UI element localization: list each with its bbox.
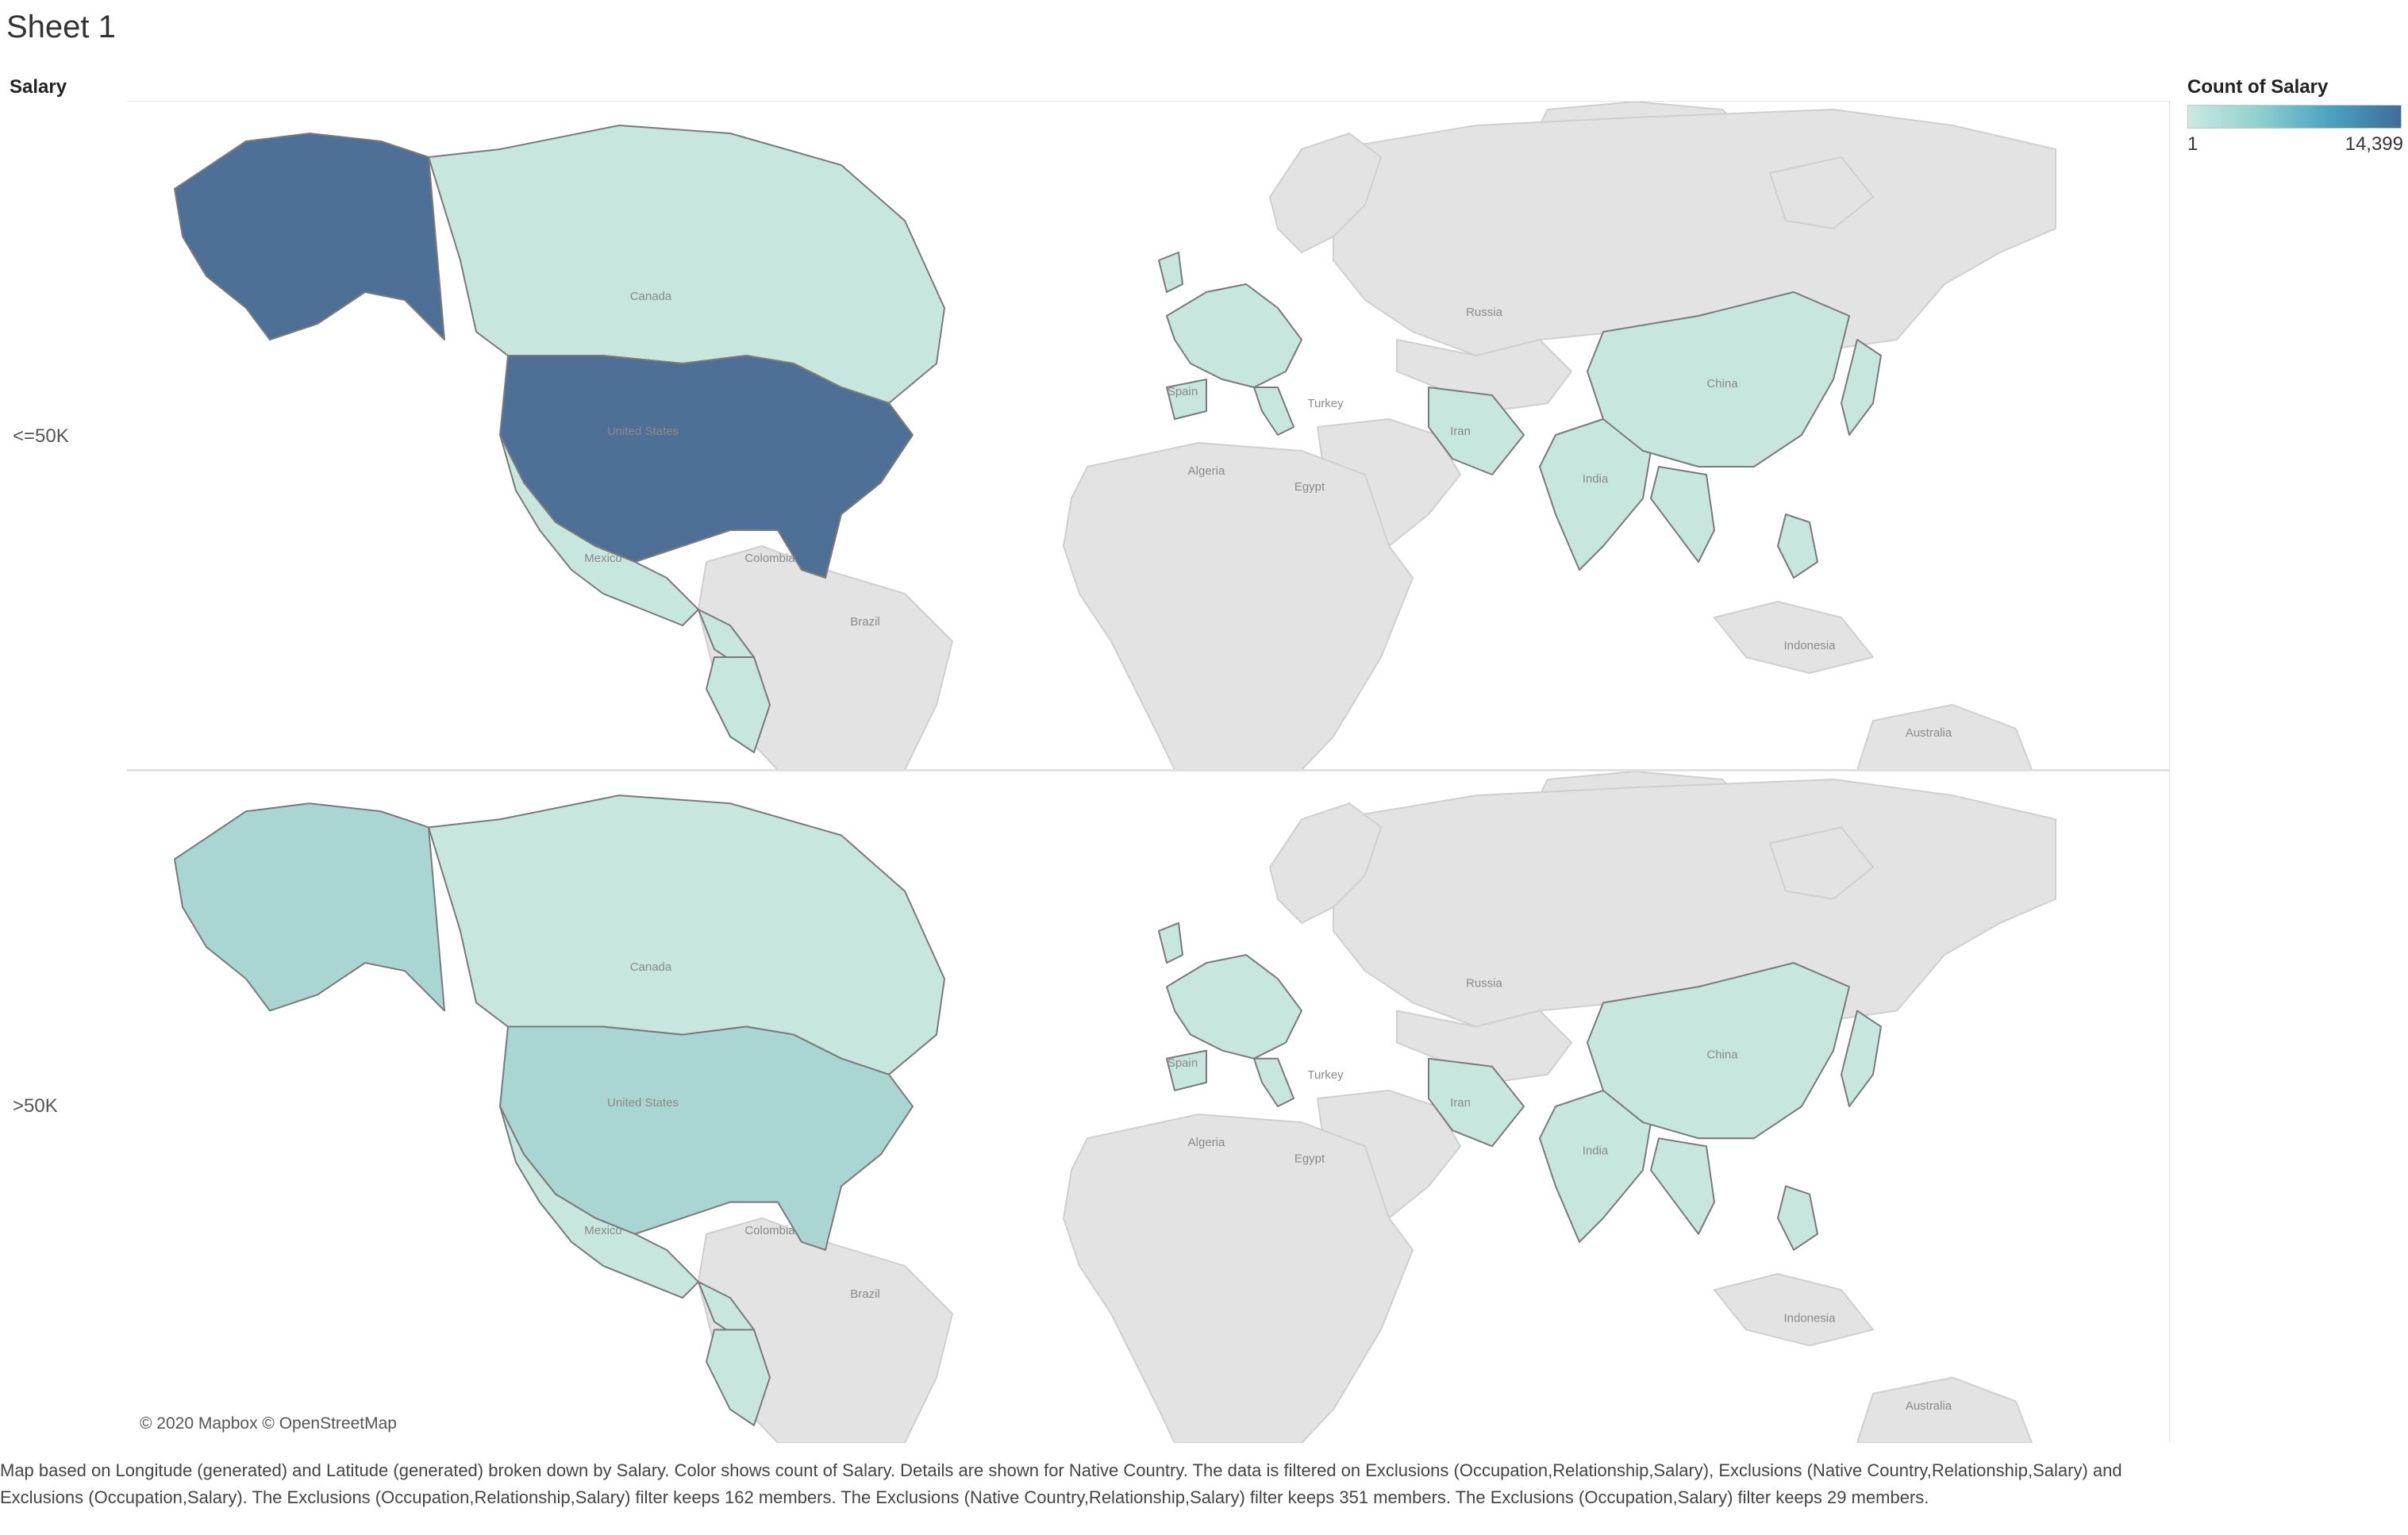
map-label-russia: Russia bbox=[1466, 306, 1503, 319]
map-label-russia: Russia bbox=[1466, 976, 1502, 990]
map-label-australia: Australia bbox=[1906, 726, 1952, 740]
map-label-spain: Spain bbox=[1167, 385, 1198, 398]
legend-title: Count of Salary bbox=[2187, 76, 2329, 98]
map-caption: Map based on Longitude (generated) and L… bbox=[0, 1460, 2122, 1507]
map-label-china: China bbox=[1706, 377, 1738, 390]
map-label-mexico: Mexico bbox=[584, 552, 622, 565]
map-label-india: India bbox=[1583, 1144, 1609, 1157]
country-scandinavia bbox=[1269, 802, 1382, 924]
map-panel-gt50k[interactable]: Russia Canada United States Mexico Spain Turk… bbox=[127, 771, 2170, 1443]
map-label-egypt: Egypt bbox=[1294, 480, 1325, 494]
map-attribution[interactable]: © 2020 Mapbox © OpenStreetMap bbox=[140, 1414, 397, 1433]
map-label-indonesia: Indonesia bbox=[1784, 1311, 1837, 1325]
country-peru[interactable] bbox=[706, 1329, 771, 1426]
country-se-asia-islands bbox=[1714, 601, 1874, 674]
row-label-gt50k: >50K bbox=[13, 1095, 58, 1117]
country-canada[interactable] bbox=[428, 794, 945, 1075]
country-western-europe[interactable] bbox=[1166, 283, 1302, 388]
country-china[interactable] bbox=[1587, 962, 1850, 1140]
country-philippines[interactable] bbox=[1777, 1185, 1818, 1251]
map-label-indonesia: Indonesia bbox=[1783, 639, 1836, 652]
map-layer: Russia Canada United States Mexico Spain Turk… bbox=[174, 771, 2056, 1443]
country-alaska[interactable] bbox=[174, 802, 445, 1012]
legend-min: 1 bbox=[2187, 133, 2198, 155]
map-label-brazil: Brazil bbox=[850, 1287, 879, 1301]
sheet-title: Sheet 1 bbox=[6, 10, 116, 44]
salary-dimension-header: Salary bbox=[10, 76, 67, 98]
country-africa bbox=[1063, 442, 1414, 770]
map-label-turkey: Turkey bbox=[1307, 397, 1344, 410]
world-map-gt50k[interactable]: Russia Canada United States Mexico Spain Turk… bbox=[127, 771, 2170, 1443]
country-scandinavia bbox=[1269, 133, 1382, 253]
country-iberia[interactable] bbox=[1166, 379, 1207, 420]
country-western-europe[interactable] bbox=[1166, 954, 1302, 1060]
country-mexico[interactable] bbox=[499, 1105, 699, 1299]
country-se-asia[interactable] bbox=[1650, 1137, 1715, 1235]
country-australia bbox=[1856, 704, 2033, 770]
map-label-canada: Canada bbox=[630, 290, 672, 303]
map-label-australia: Australia bbox=[1906, 1399, 1952, 1413]
map-label-united-states: United States bbox=[607, 1096, 679, 1110]
country-peru[interactable] bbox=[706, 656, 771, 753]
country-australia bbox=[1856, 1376, 2033, 1443]
country-africa bbox=[1063, 1114, 1414, 1443]
country-japan[interactable] bbox=[1841, 1010, 1882, 1108]
country-greenland-ice-east bbox=[1769, 156, 1874, 229]
map-label-algeria: Algeria bbox=[1188, 464, 1225, 478]
country-central-asia bbox=[1396, 1010, 1572, 1083]
map-layer: Russia Canada United States Mexico Spain Turk… bbox=[174, 102, 2056, 770]
country-se-asia[interactable] bbox=[1650, 466, 1715, 563]
legend-color-ramp bbox=[2187, 105, 2402, 129]
map-panel-le50k[interactable]: Russia Canada United States Mexico Spain Turk… bbox=[127, 101, 2170, 770]
country-central-asia bbox=[1396, 339, 1572, 412]
country-uk[interactable] bbox=[1158, 252, 1183, 293]
panel-right-border bbox=[2169, 101, 2170, 1442]
map-label-spain: Spain bbox=[1167, 1056, 1198, 1070]
country-italy[interactable] bbox=[1253, 387, 1294, 436]
map-label-iran: Iran bbox=[1450, 425, 1471, 438]
map-label-india: India bbox=[1583, 472, 1609, 486]
legend-scale: 1 14,399 bbox=[2187, 133, 2403, 156]
map-label-united-states: United States bbox=[607, 425, 679, 438]
map-label-china: China bbox=[1706, 1048, 1738, 1062]
country-greenland-ice-east bbox=[1769, 826, 1874, 900]
legend-max: 14,399 bbox=[2345, 133, 2403, 155]
row-label-le50k: <=50K bbox=[13, 425, 69, 447]
map-label-egypt: Egypt bbox=[1294, 1152, 1325, 1165]
country-mexico[interactable] bbox=[499, 434, 699, 626]
country-canada[interactable] bbox=[428, 125, 945, 404]
country-se-asia-islands bbox=[1714, 1272, 1874, 1347]
country-russia bbox=[1333, 109, 2056, 356]
country-japan[interactable] bbox=[1841, 339, 1882, 436]
country-iran[interactable] bbox=[1428, 1057, 1525, 1148]
country-iran[interactable] bbox=[1428, 387, 1525, 475]
panel-divider bbox=[127, 769, 2170, 771]
country-philippines[interactable] bbox=[1777, 514, 1818, 579]
country-italy[interactable] bbox=[1253, 1057, 1294, 1108]
color-legend[interactable]: Count of Salary 1 14,399 bbox=[2187, 76, 2403, 156]
country-alaska[interactable] bbox=[174, 133, 445, 340]
map-label-colombia: Colombia bbox=[744, 552, 795, 565]
map-label-brazil: Brazil bbox=[850, 615, 880, 629]
map-label-turkey: Turkey bbox=[1307, 1068, 1344, 1082]
country-china[interactable] bbox=[1587, 291, 1850, 467]
country-iberia[interactable] bbox=[1166, 1049, 1207, 1091]
map-label-colombia: Colombia bbox=[744, 1224, 795, 1237]
world-map-le50k[interactable]: Russia Canada United States Mexico Spain Turk… bbox=[127, 102, 2170, 770]
country-uk[interactable] bbox=[1158, 921, 1183, 964]
map-label-iran: Iran bbox=[1450, 1096, 1471, 1110]
map-label-canada: Canada bbox=[630, 960, 672, 974]
map-label-mexico: Mexico bbox=[584, 1224, 621, 1237]
map-label-algeria: Algeria bbox=[1188, 1136, 1225, 1149]
country-russia bbox=[1333, 779, 2056, 1028]
